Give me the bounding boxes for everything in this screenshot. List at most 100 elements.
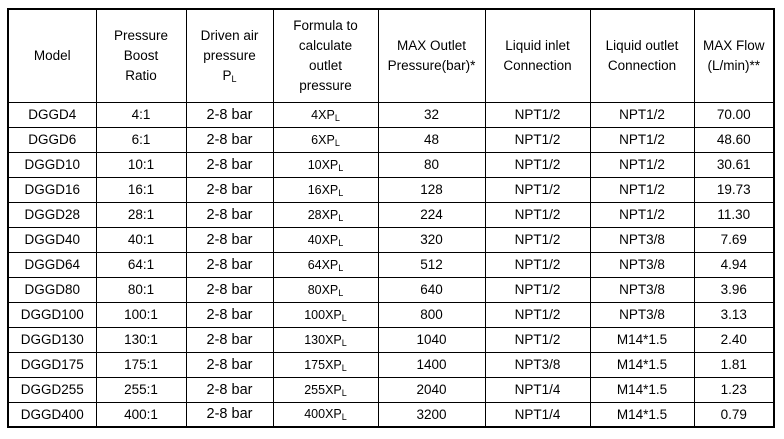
column-header-driven-air: Driven air pressure PL (185, 8, 274, 103)
cell-inlet: NPT1/2 (484, 226, 591, 253)
cell-model: DGGD400 (7, 401, 97, 428)
table-row: DGGD175 175:1 2-8 bar 175XPL 1400 NPT3/8… (7, 351, 775, 378)
cell-model: DGGD255 (7, 376, 97, 403)
cell-driven-air: 2-8 bar (185, 276, 274, 303)
cell-max-flow: 7.69 (693, 226, 775, 253)
table-row: DGGD4 4:1 2-8 bar 4XPL 32 NPT1/2 NPT1/2 … (7, 101, 775, 128)
cell-inlet: NPT1/4 (484, 401, 591, 428)
table-row: DGGD400 400:1 2-8 bar 400XPL 3200 NPT1/4… (7, 401, 775, 428)
cell-outlet: M14*1.5 (589, 351, 695, 378)
cell-driven-air: 2-8 bar (185, 151, 274, 178)
cell-formula: 4XPL (272, 101, 379, 128)
cell-max-outlet: 800 (377, 301, 486, 328)
cell-outlet: NPT1/2 (589, 126, 695, 153)
cell-driven-air: 2-8 bar (185, 351, 274, 378)
cell-outlet: NPT1/2 (589, 201, 695, 228)
cell-outlet: NPT1/2 (589, 101, 695, 128)
cell-inlet: NPT1/2 (484, 201, 591, 228)
cell-driven-air: 2-8 bar (185, 376, 274, 403)
pump-spec-table: Model Pressure Boost Ratio Driven air pressur… (7, 8, 775, 428)
cell-max-outlet: 48 (377, 126, 486, 153)
cell-model: DGGD28 (7, 201, 97, 228)
cell-max-flow: 1.23 (693, 376, 775, 403)
cell-max-flow: 11.30 (693, 201, 775, 228)
cell-max-flow: 3.96 (693, 276, 775, 303)
column-header-ratio: Pressure Boost Ratio (95, 8, 187, 103)
cell-inlet: NPT1/4 (484, 376, 591, 403)
cell-formula: 28XPL (272, 201, 379, 228)
cell-model: DGGD6 (7, 126, 97, 153)
cell-max-flow: 70.00 (693, 101, 775, 128)
table-row: DGGD16 16:1 2-8 bar 16XPL 128 NPT1/2 NPT… (7, 176, 775, 203)
cell-formula: 130XPL (272, 326, 379, 353)
cell-max-outlet: 640 (377, 276, 486, 303)
header-row: Model Pressure Boost Ratio Driven air pressur… (7, 8, 775, 103)
table-row: DGGD28 28:1 2-8 bar 28XPL 224 NPT1/2 NPT… (7, 201, 775, 228)
cell-formula: 64XPL (272, 251, 379, 278)
cell-formula: 175XPL (272, 351, 379, 378)
cell-max-flow: 0.79 (693, 401, 775, 428)
cell-max-outlet: 3200 (377, 401, 486, 428)
cell-max-flow: 19.73 (693, 176, 775, 203)
cell-formula: 80XPL (272, 276, 379, 303)
cell-ratio: 130:1 (95, 326, 187, 353)
cell-max-flow: 1.81 (693, 351, 775, 378)
cell-ratio: 80:1 (95, 276, 187, 303)
cell-max-outlet: 2040 (377, 376, 486, 403)
cell-driven-air: 2-8 bar (185, 326, 274, 353)
cell-ratio: 175:1 (95, 351, 187, 378)
cell-inlet: NPT1/2 (484, 251, 591, 278)
cell-model: DGGD80 (7, 276, 97, 303)
cell-model: DGGD64 (7, 251, 97, 278)
cell-formula: 255XPL (272, 376, 379, 403)
cell-outlet: NPT3/8 (589, 276, 695, 303)
cell-inlet: NPT1/2 (484, 176, 591, 203)
cell-ratio: 64:1 (95, 251, 187, 278)
cell-ratio: 100:1 (95, 301, 187, 328)
cell-max-flow: 3.13 (693, 301, 775, 328)
cell-formula: 6XPL (272, 126, 379, 153)
table-row: DGGD6 6:1 2-8 bar 6XPL 48 NPT1/2 NPT1/2 … (7, 126, 775, 153)
cell-model: DGGD100 (7, 301, 97, 328)
cell-model: DGGD4 (7, 101, 97, 128)
cell-max-outlet: 224 (377, 201, 486, 228)
cell-max-outlet: 80 (377, 151, 486, 178)
cell-ratio: 4:1 (95, 101, 187, 128)
cell-formula: 100XPL (272, 301, 379, 328)
cell-max-outlet: 512 (377, 251, 486, 278)
cell-formula: 40XPL (272, 226, 379, 253)
cell-ratio: 400:1 (95, 401, 187, 428)
cell-max-outlet: 128 (377, 176, 486, 203)
table-row: DGGD100 100:1 2-8 bar 100XPL 800 NPT1/2 … (7, 301, 775, 328)
cell-ratio: 28:1 (95, 201, 187, 228)
cell-max-outlet: 1400 (377, 351, 486, 378)
cell-max-outlet: 320 (377, 226, 486, 253)
cell-outlet: NPT3/8 (589, 301, 695, 328)
column-header-model: Model (7, 8, 97, 103)
cell-max-flow: 4.94 (693, 251, 775, 278)
cell-model: DGGD16 (7, 176, 97, 203)
cell-model: DGGD130 (7, 326, 97, 353)
cell-inlet: NPT1/2 (484, 301, 591, 328)
cell-outlet: NPT1/2 (589, 176, 695, 203)
table-row: DGGD255 255:1 2-8 bar 255XPL 2040 NPT1/4… (7, 376, 775, 403)
table-row: DGGD130 130:1 2-8 bar 130XPL 1040 NPT1/2… (7, 326, 775, 353)
cell-model: DGGD40 (7, 226, 97, 253)
cell-outlet: M14*1.5 (589, 401, 695, 428)
cell-formula: 16XPL (272, 176, 379, 203)
cell-inlet: NPT3/8 (484, 351, 591, 378)
column-header-max-flow: MAX Flow (L/min)** (693, 8, 775, 103)
cell-max-flow: 2.40 (693, 326, 775, 353)
table-row: DGGD64 64:1 2-8 bar 64XPL 512 NPT1/2 NPT… (7, 251, 775, 278)
cell-max-outlet: 32 (377, 101, 486, 128)
column-header-formula: Formula to calculate outlet pressure (272, 8, 379, 103)
cell-outlet: NPT3/8 (589, 251, 695, 278)
column-header-outlet: Liquid outlet Connection (589, 8, 695, 103)
cell-driven-air: 2-8 bar (185, 126, 274, 153)
cell-ratio: 6:1 (95, 126, 187, 153)
cell-max-flow: 30.61 (693, 151, 775, 178)
cell-inlet: NPT1/2 (484, 101, 591, 128)
cell-model: DGGD10 (7, 151, 97, 178)
cell-ratio: 40:1 (95, 226, 187, 253)
